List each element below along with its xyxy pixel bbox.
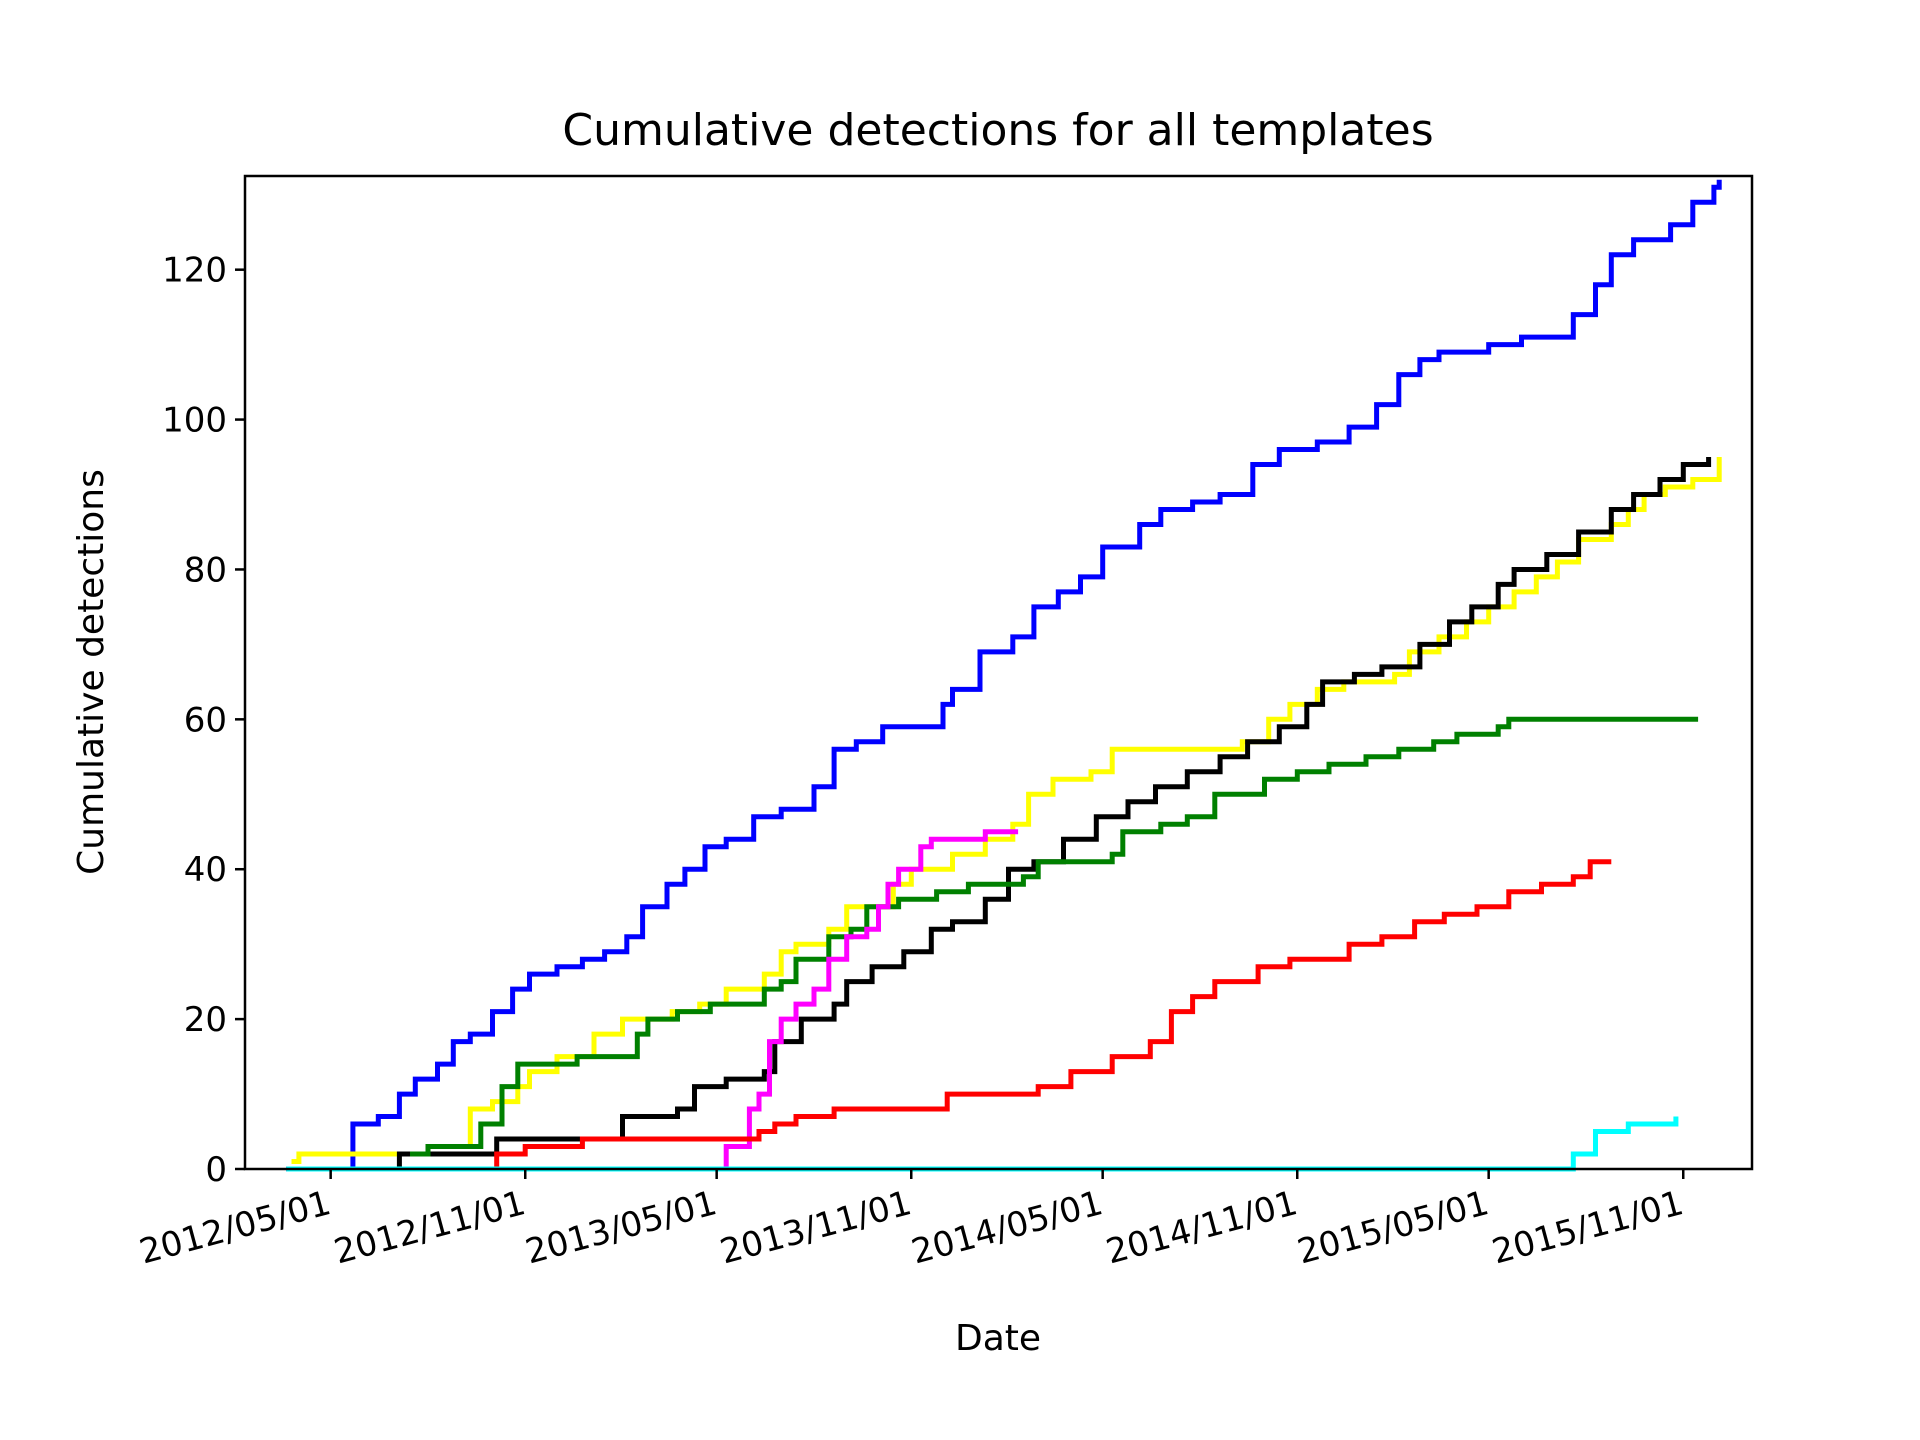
y-axis-title: Cumulative detections xyxy=(71,469,112,875)
x-axis-title: Date xyxy=(955,1318,1041,1359)
y-tick-label: 120 xyxy=(162,251,227,291)
y-tick-label: 60 xyxy=(184,700,227,740)
y-tick-label: 100 xyxy=(162,401,227,441)
series-line-3 xyxy=(286,457,1712,1172)
y-tick-label: 80 xyxy=(184,550,227,590)
plot-frame xyxy=(243,174,1754,1171)
chart-title: Cumulative detections for all templates xyxy=(562,105,1433,156)
y-tick-label: 0 xyxy=(205,1150,227,1190)
y-axis: 0 20 40 60 80 100 120 xyxy=(162,251,245,1190)
series-line-1 xyxy=(345,179,1722,1172)
y-tick-label: 20 xyxy=(184,1000,227,1040)
series-line-4 xyxy=(410,716,1699,1157)
series-line-5 xyxy=(286,829,1019,1172)
series-layer xyxy=(286,179,1722,1172)
y-tick-label: 40 xyxy=(184,850,227,890)
series-line-6 xyxy=(291,859,1612,1172)
